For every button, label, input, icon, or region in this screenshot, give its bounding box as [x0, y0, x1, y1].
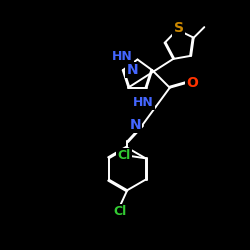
Text: N: N — [126, 63, 138, 77]
Text: O: O — [186, 76, 198, 90]
Text: S: S — [174, 22, 184, 36]
Text: HN: HN — [133, 96, 154, 109]
Text: Cl: Cl — [113, 206, 126, 218]
Text: Cl: Cl — [117, 149, 130, 162]
Text: N: N — [129, 118, 141, 132]
Text: HN: HN — [112, 50, 132, 64]
